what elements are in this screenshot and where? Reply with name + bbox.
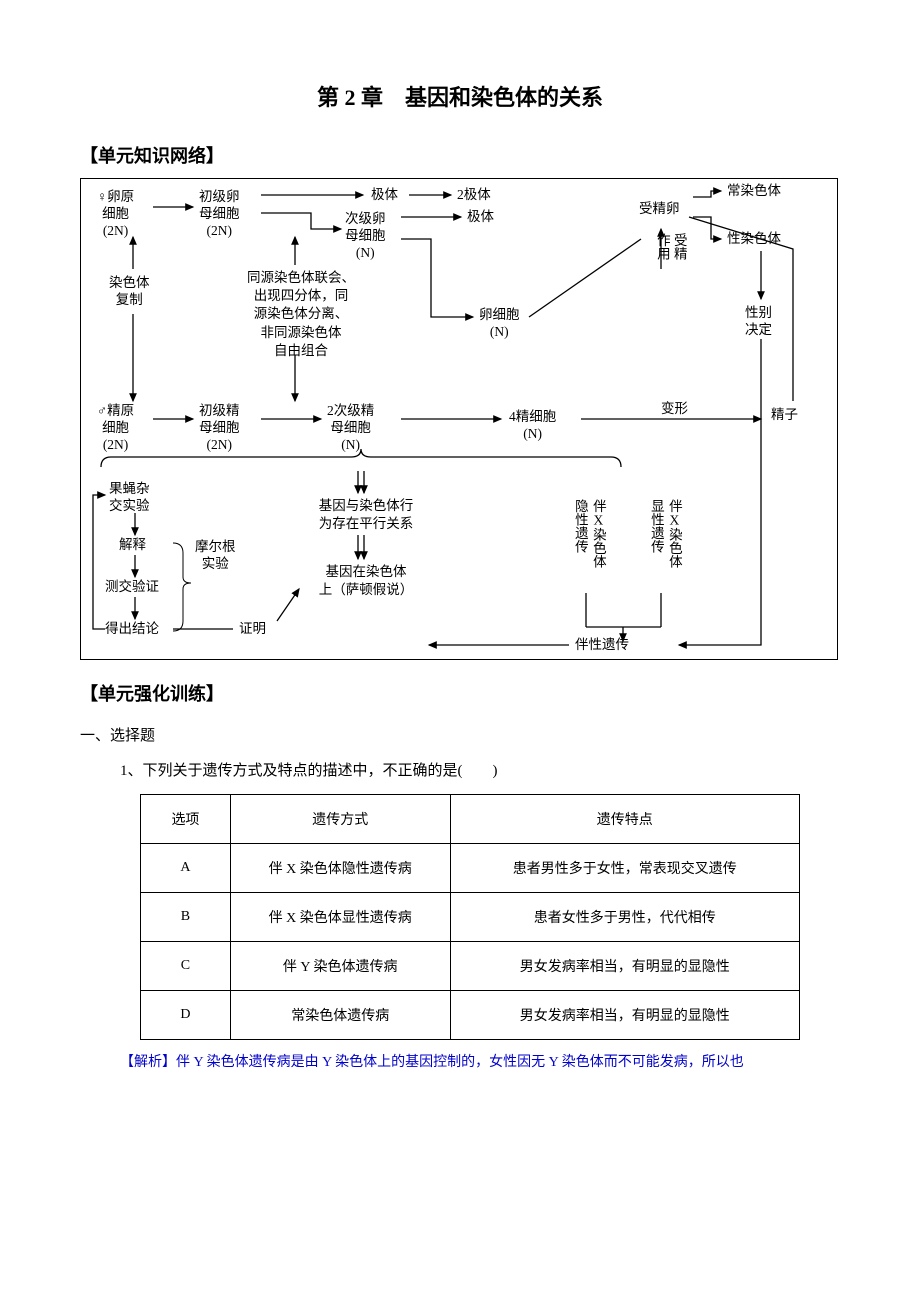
- table-header-option: 选项: [141, 795, 231, 844]
- table-cell: 男女发病率相当，有明显的显隐性: [450, 942, 799, 991]
- node-polar2: 2极体: [457, 187, 491, 204]
- node-sperm: 精子: [771, 407, 798, 424]
- question-1-table: 选项 遗传方式 遗传特点 A 伴 X 染色体隐性遗传病 患者男性多于女性，常表现…: [140, 794, 800, 1040]
- node-sexchrom: 性染色体: [727, 231, 781, 248]
- node-explain: 解释: [119, 537, 146, 554]
- node-polar1: 极体: [371, 187, 398, 204]
- section-practice-title: 【单元强化训练】: [80, 680, 840, 706]
- node-secondary-oo: 次级卵母细胞(N): [345, 211, 386, 262]
- table-cell: B: [141, 893, 231, 942]
- table-cell: 伴 Y 染色体遗传病: [230, 942, 450, 991]
- node-transform: 变形: [661, 401, 688, 418]
- node-sex-det: 性别决定: [745, 305, 772, 339]
- node-fly-exp: 果蝇杂交实验: [109, 481, 150, 515]
- node-morgan: 摩尔根实验: [195, 539, 236, 573]
- question-1-analysis: 【解析】伴 Y 染色体遗传病是由 Y 染色体上的基因控制的，女性因无 Y 染色体…: [120, 1052, 840, 1074]
- node-xlinked-rec: 伴X染色体: [589, 499, 606, 568]
- table-cell: D: [141, 991, 231, 1040]
- node-fert-action: 受精作用: [653, 233, 687, 260]
- node-xlinked-dom: 伴X染色体: [665, 499, 682, 568]
- table-header-mode: 遗传方式: [230, 795, 450, 844]
- node-primary-sp: 初级精母细胞(2N): [199, 403, 240, 454]
- node-testcross: 测交验证: [105, 579, 159, 596]
- node-sex-linked: 伴性遗传: [575, 637, 629, 654]
- node-prove: 证明: [239, 621, 266, 638]
- table-cell: 常染色体遗传病: [230, 991, 450, 1040]
- chapter-title: 第 2 章 基因和染色体的关系: [80, 80, 840, 112]
- table-row: A 伴 X 染色体隐性遗传病 患者男性多于女性，常表现交叉遗传: [141, 844, 800, 893]
- node-autosome: 常染色体: [727, 183, 781, 200]
- table-cell: 患者男性多于女性，常表现交叉遗传: [450, 844, 799, 893]
- table-row: D 常染色体遗传病 男女发病率相当，有明显的显隐性: [141, 991, 800, 1040]
- table-cell: 伴 X 染色体隐性遗传病: [230, 844, 450, 893]
- node-secondary-sp: 2次级精母细胞(N): [327, 403, 374, 454]
- table-row: B 伴 X 染色体显性遗传病 患者女性多于男性，代代相传: [141, 893, 800, 942]
- table-cell: A: [141, 844, 231, 893]
- table-row: C 伴 Y 染色体遗传病 男女发病率相当，有明显的显隐性: [141, 942, 800, 991]
- node-conclusion: 得出结论: [105, 621, 159, 638]
- node-meiosis-events: 同源染色体联会、出现四分体，同源染色体分离、非同源染色体自由组合: [231, 269, 371, 360]
- table-header-row: 选项 遗传方式 遗传特点: [141, 795, 800, 844]
- node-sp-male: ♂精原细胞(2N): [97, 403, 134, 454]
- section-network-title: 【单元知识网络】: [80, 142, 840, 168]
- node-primary-oo: 初级卵母细胞(2N): [199, 189, 240, 240]
- knowledge-network-diagram: ♀卵原细胞(2N) 初级卵母细胞(2N) 极体 2极体 次级卵母细胞(N) 极体…: [80, 178, 838, 660]
- node-spermatid: 4精细胞(N): [509, 409, 556, 443]
- node-dominant: 显性遗传: [647, 499, 664, 553]
- node-fert-egg: 受精卵: [639, 201, 680, 218]
- table-cell: 男女发病率相当，有明显的显隐性: [450, 991, 799, 1040]
- node-replication: 染色体复制: [109, 275, 150, 309]
- table-cell: 伴 X 染色体显性遗传病: [230, 893, 450, 942]
- table-header-feature: 遗传特点: [450, 795, 799, 844]
- node-sutton: 基因在染色体上（萨顿假说）: [301, 563, 431, 599]
- node-recessive: 隐性遗传: [571, 499, 588, 553]
- diagram-arrows: [81, 179, 837, 659]
- node-polar3: 极体: [467, 209, 494, 226]
- subsection-choice: 一、选择题: [80, 724, 840, 745]
- node-parallel: 基因与染色体行为存在平行关系: [301, 497, 431, 533]
- node-oo-female: ♀卵原细胞(2N): [97, 189, 134, 240]
- question-1-text: 1、下列关于遗传方式及特点的描述中，不正确的是( ): [120, 759, 840, 780]
- table-cell: C: [141, 942, 231, 991]
- node-egg: 卵细胞(N): [479, 307, 520, 341]
- table-cell: 患者女性多于男性，代代相传: [450, 893, 799, 942]
